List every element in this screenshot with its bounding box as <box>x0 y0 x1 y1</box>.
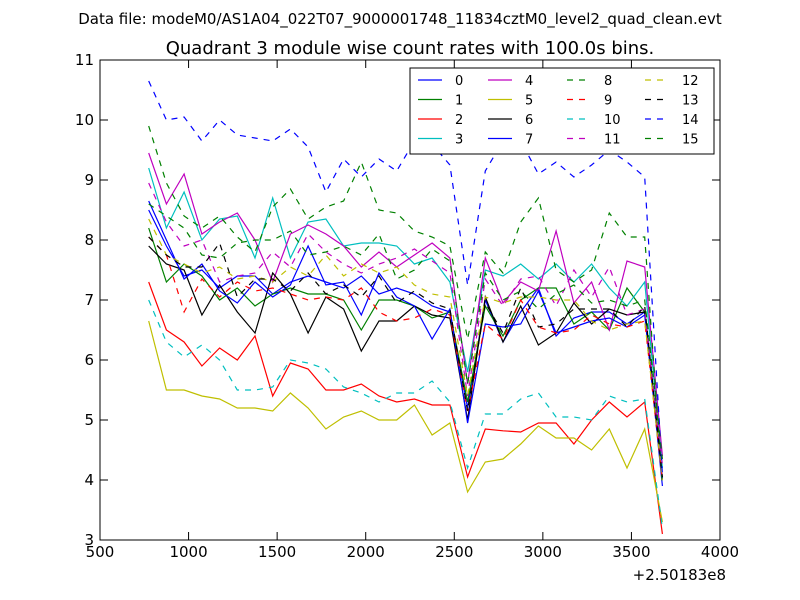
legend-label-14: 14 <box>682 113 699 128</box>
x-tick-label: 2000 <box>347 543 385 561</box>
y-tick-label: 10 <box>75 111 94 129</box>
series-line-5 <box>148 320 663 523</box>
series-line-8 <box>148 125 663 487</box>
x-tick-label: 500 <box>86 543 115 561</box>
series-line-10 <box>148 299 663 529</box>
y-tick-label: 8 <box>84 231 94 249</box>
legend-label-3: 3 <box>455 133 463 148</box>
series-line-6 <box>148 245 663 481</box>
y-tick-label: 11 <box>75 51 94 69</box>
plot-area <box>148 80 663 535</box>
legend-label-1: 1 <box>455 94 463 109</box>
series-line-11 <box>148 182 663 466</box>
legend-box <box>409 67 715 155</box>
y-tick-label: 4 <box>84 471 94 489</box>
series-line-4 <box>148 152 663 457</box>
chart-title: Quadrant 3 module wise count rates with … <box>166 38 655 59</box>
series-line-13 <box>148 236 663 478</box>
x-tick-label: 2500 <box>435 543 473 561</box>
series-line-1 <box>148 227 663 481</box>
legend-label-10: 10 <box>604 113 621 128</box>
x-tick-label: 3500 <box>612 543 650 561</box>
y-tick-label: 7 <box>84 291 94 309</box>
legend-label-4: 4 <box>525 74 533 89</box>
legend-label-11: 11 <box>604 133 621 148</box>
legend-label-15: 15 <box>682 133 699 148</box>
legend-label-5: 5 <box>525 94 533 109</box>
series-line-9 <box>148 236 663 481</box>
y-tick-label: 6 <box>84 351 94 369</box>
series-line-3 <box>148 167 663 469</box>
series-line-14 <box>148 80 663 475</box>
y-tick-label: 5 <box>84 411 94 429</box>
x-tick-label: 4000 <box>701 543 739 561</box>
x-tick-label: 3000 <box>524 543 562 561</box>
data-file-label: Data file: modeM0/AS1A04_022T07_90000017… <box>78 10 722 29</box>
series-line-12 <box>148 218 663 481</box>
legend-label-0: 0 <box>455 74 463 89</box>
series-line-7 <box>148 200 663 481</box>
axes: 500 1000 1500 2000 2500 3000 3500 4000345678910… <box>75 51 739 561</box>
legend-label-9: 9 <box>604 94 612 109</box>
legend-label-13: 13 <box>682 94 699 109</box>
series-line-15 <box>148 203 663 460</box>
legend-label-8: 8 <box>604 74 612 89</box>
legend-label-12: 12 <box>682 74 699 89</box>
y-tick-label: 9 <box>84 171 94 189</box>
x-tick-label: 1000 <box>169 543 207 561</box>
legend-label-2: 2 <box>455 113 463 128</box>
y-tick-label: 3 <box>84 531 94 549</box>
x-tick-label: 1500 <box>258 543 296 561</box>
series-line-0 <box>148 209 663 487</box>
legend-label-6: 6 <box>525 113 533 128</box>
x-offset-label: +2.50183e8 <box>633 566 726 584</box>
legend-label-7: 7 <box>525 133 533 148</box>
